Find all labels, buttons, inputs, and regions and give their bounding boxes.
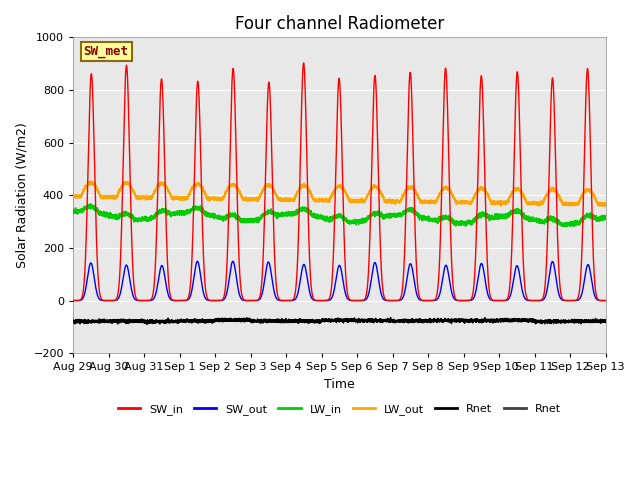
LW_out [321, 196, 329, 202]
SW_out [229, 258, 237, 264]
LW_in [573, 218, 580, 224]
Rnet [250, 318, 258, 324]
LW_in [87, 201, 95, 207]
Rnet [573, 317, 580, 323]
Line: SW_in: SW_in [73, 63, 605, 300]
SW_in [474, 187, 481, 192]
SW_out [459, 298, 467, 303]
LW_out [250, 196, 258, 202]
Line: Rnet: Rnet [73, 317, 605, 324]
LW_out [87, 179, 95, 184]
SW_out [250, 298, 258, 303]
SW_in [69, 298, 77, 303]
LW_out [459, 200, 467, 206]
SW_in [573, 297, 580, 302]
LW_out [69, 194, 77, 200]
Text: SW_met: SW_met [84, 45, 129, 58]
SW_out [321, 298, 329, 303]
SW_in [300, 60, 307, 66]
Rnet [143, 321, 151, 327]
SW_in [580, 196, 588, 202]
Rnet [69, 317, 77, 323]
LW_in [459, 222, 467, 228]
Rnet [321, 318, 329, 324]
LW_in [321, 214, 329, 219]
SW_in [250, 298, 258, 303]
SW_out [580, 283, 588, 289]
Rnet [602, 319, 609, 324]
SW_in [321, 298, 329, 303]
SW_out [69, 298, 77, 303]
SW_out [474, 279, 481, 285]
Line: LW_out: LW_out [73, 181, 605, 206]
LW_out [600, 204, 608, 209]
Rnet [459, 318, 467, 324]
Title: Four channel Radiometer: Four channel Radiometer [235, 15, 444, 33]
Line: SW_out: SW_out [73, 261, 605, 300]
LW_in [580, 214, 588, 219]
LW_out [474, 188, 481, 193]
Legend: SW_in, SW_out, LW_in, LW_out, Rnet, Rnet: SW_in, SW_out, LW_in, LW_out, Rnet, Rnet [114, 400, 565, 420]
LW_in [69, 210, 77, 216]
Rnet [474, 318, 481, 324]
SW_out [602, 298, 609, 303]
LW_in [474, 213, 481, 219]
LW_in [250, 217, 258, 223]
Rnet [387, 314, 394, 320]
Rnet [580, 319, 588, 324]
Line: LW_in: LW_in [73, 204, 605, 227]
LW_out [573, 202, 580, 207]
SW_in [459, 298, 467, 303]
LW_out [580, 191, 588, 197]
Y-axis label: Solar Radiation (W/m2): Solar Radiation (W/m2) [15, 122, 28, 268]
LW_in [602, 216, 609, 221]
LW_out [602, 202, 609, 207]
SW_in [602, 298, 609, 303]
X-axis label: Time: Time [324, 378, 355, 391]
SW_out [573, 298, 580, 303]
LW_in [562, 224, 570, 230]
